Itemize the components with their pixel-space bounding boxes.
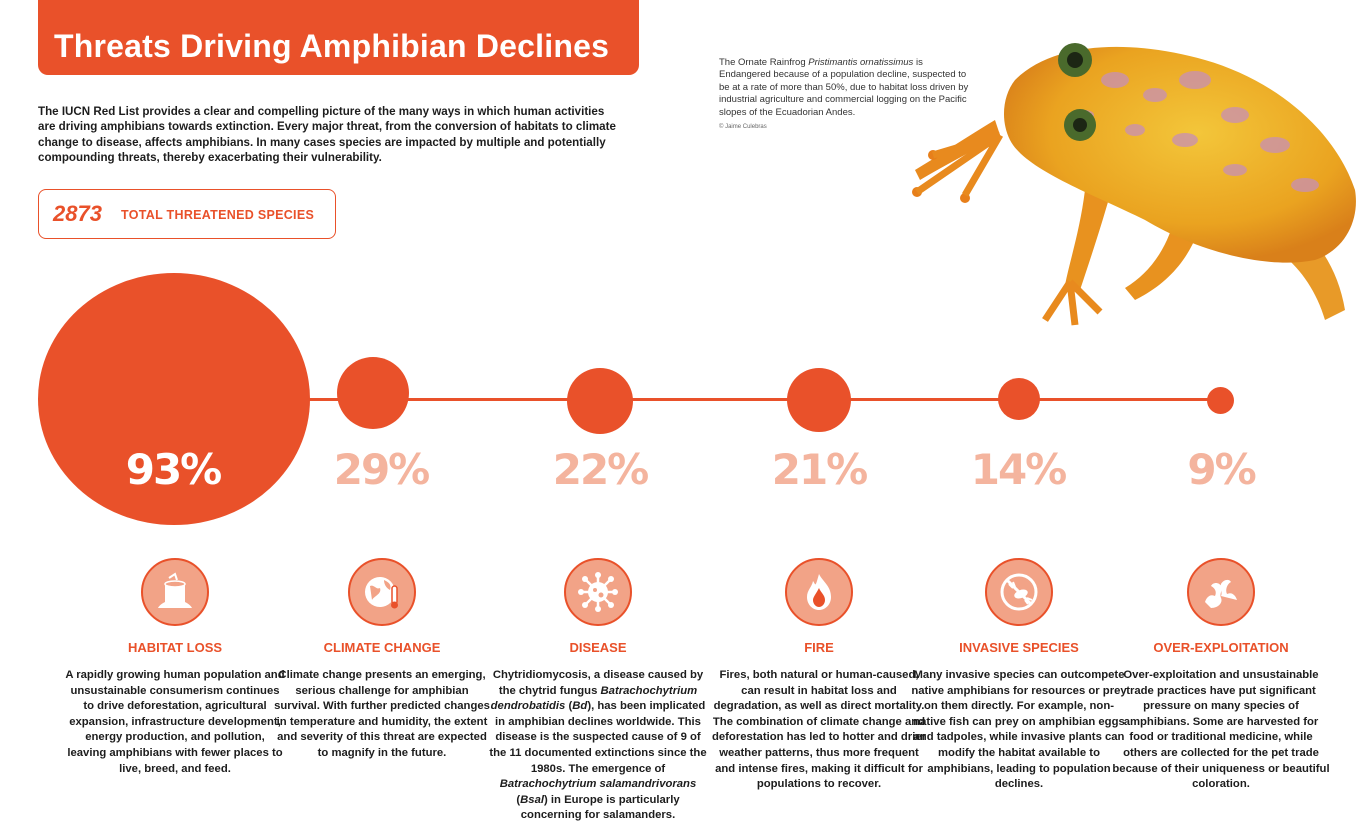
ornate-rainfrog-image <box>912 43 1356 326</box>
percent-climate-change: 29% <box>333 445 431 494</box>
threat-title: HABITAT LOSS <box>127 640 223 655</box>
photo-credit: © Jaime Culebras <box>719 124 767 131</box>
threat-title: DISEASE <box>569 640 627 655</box>
threat-dot-fire <box>787 368 851 432</box>
threat-description: Fires, both natural or human-caused, can… <box>711 669 927 791</box>
globe-thermometer-icon <box>348 558 416 626</box>
threat-dot-climate-change <box>337 357 409 429</box>
threat-dot-disease <box>567 368 633 434</box>
percent-fire: 21% <box>771 445 869 494</box>
page-title: Threats Driving Amphibian Declines <box>54 28 610 64</box>
total-label: TOTAL THREATENED SPECIES <box>121 208 315 222</box>
threat-dot-habitat-loss <box>38 273 310 525</box>
caption-post: is Endangered because of a population de… <box>719 57 969 118</box>
tree-stump-icon <box>141 558 209 626</box>
hands-icon <box>1187 558 1255 626</box>
percent-invasive-species: 14% <box>970 445 1068 494</box>
threat-description: A rapidly growing human population and u… <box>65 669 285 775</box>
threat-description: Many invasive species can outcompete nat… <box>911 669 1127 791</box>
threat-title: OVER-EXPLOITATION <box>1153 640 1289 655</box>
threat-dot-over-exploitation <box>1207 387 1234 414</box>
percent-over-exploitation: 9% <box>1187 445 1256 494</box>
frog-caption: The Ornate Rainfrog Pristimantis ornatis… <box>719 57 977 133</box>
percent-disease: 22% <box>552 445 650 494</box>
intro-paragraph: The IUCN Red List provides a clear and c… <box>38 105 616 165</box>
threat-title: CLIMATE CHANGE <box>323 640 441 655</box>
total-threatened-box: 2873 TOTAL THREATENED SPECIES <box>38 189 336 239</box>
threat-description: Climate change presents an emerging, ser… <box>274 669 490 759</box>
threat-title: INVASIVE SPECIES <box>959 640 1079 655</box>
timeline-line <box>170 398 1220 401</box>
caption-species: Pristimantis ornatissimus <box>808 57 914 68</box>
threat-title: FIRE <box>804 640 834 655</box>
threat-description: Over-exploitation and unsustainable trad… <box>1112 669 1330 791</box>
threat-description: Chytridiomycosis, a disease caused by th… <box>489 669 707 822</box>
no-crayfish-icon <box>985 558 1053 626</box>
threat-dot-invasive-species <box>998 378 1040 420</box>
fire-icon <box>785 558 853 626</box>
percent-habitat-loss: 93% <box>125 445 223 494</box>
threat-timeline <box>0 273 1360 540</box>
title-bar: Threats Driving Amphibian Declines <box>38 0 639 75</box>
virus-icon <box>564 558 632 626</box>
total-number: 2873 <box>53 201 102 226</box>
caption-pre: The Ornate Rainfrog <box>719 57 809 68</box>
